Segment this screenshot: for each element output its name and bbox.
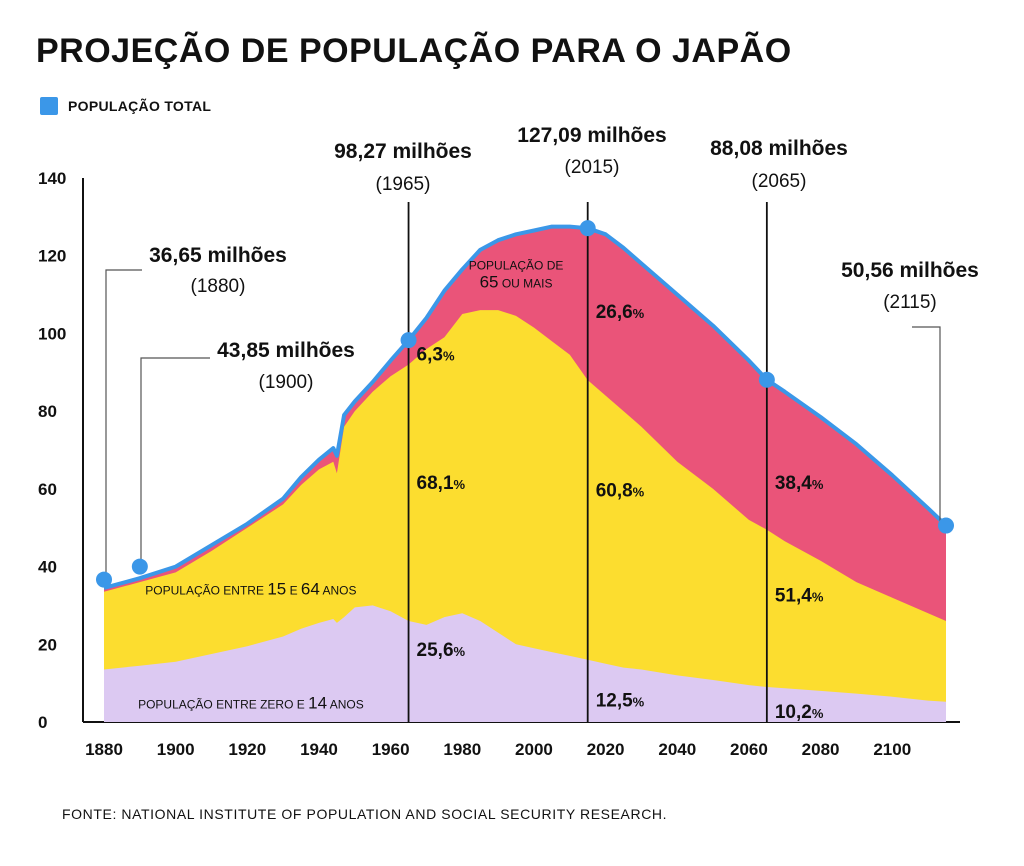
marker-year-label: (2015) <box>565 157 620 178</box>
chart-title: PROJEÇÃO DE POPULAÇÃO PARA O JAPÃO <box>36 32 792 70</box>
y-tick-label: 80 <box>38 402 57 421</box>
leader-line-1880 <box>105 269 142 573</box>
y-tick-label: 40 <box>38 558 57 577</box>
total-marker <box>400 332 417 349</box>
marker-value-label: 127,09 milhões <box>517 124 666 147</box>
working-area <box>104 310 946 722</box>
marker-value-label: 43,85 milhões <box>217 339 355 362</box>
marker-value-label: 98,27 milhões <box>334 140 472 163</box>
leader-line-2115 <box>912 326 941 523</box>
percent-label: 68,1% <box>417 473 466 494</box>
legend-label: POPULAÇÃO TOTAL <box>68 98 212 114</box>
legend: POPULAÇÃO TOTAL <box>40 97 211 115</box>
marker-value-label: 36,65 milhões <box>149 244 287 267</box>
marker-value-label: 50,56 milhões <box>841 259 979 282</box>
x-tick-label: 2020 <box>587 740 625 759</box>
x-tick-label: 1900 <box>157 740 195 759</box>
percent-label: 60,8% <box>596 481 645 502</box>
total-marker <box>579 220 596 237</box>
x-tick-label: 1880 <box>85 740 123 759</box>
x-tick-label: 1980 <box>443 740 481 759</box>
total-marker <box>758 371 775 388</box>
percent-label: 38,4% <box>775 473 824 494</box>
x-tick-label: 1920 <box>228 740 266 759</box>
x-tick-label: 2100 <box>873 740 911 759</box>
young-area <box>104 605 946 722</box>
x-tick-label: 2000 <box>515 740 553 759</box>
total-marker <box>96 571 112 588</box>
x-tick-label: 2080 <box>802 740 840 759</box>
x-tick-label: 1940 <box>300 740 338 759</box>
percent-label: 10,2% <box>775 702 824 723</box>
y-tick-label: 0 <box>38 713 47 732</box>
marker-year-label: (1900) <box>259 372 314 393</box>
x-tick-label: 1960 <box>372 740 410 759</box>
y-tick-label: 100 <box>38 324 66 343</box>
marker-year-label: (1965) <box>376 174 431 195</box>
y-tick-label: 140 <box>38 169 66 188</box>
y-tick-label: 120 <box>38 247 66 266</box>
x-tick-label: 2040 <box>658 740 696 759</box>
percent-label: 25,6% <box>417 640 466 661</box>
y-tick-label: 60 <box>38 480 57 499</box>
total-marker <box>938 517 954 534</box>
region-label: POPULAÇÃO DE <box>469 258 564 272</box>
percent-label: 26,6% <box>596 302 645 323</box>
marker-year-label: (2115) <box>883 292 937 313</box>
percent-label: 6,3% <box>417 345 455 366</box>
region-label: POPULAÇÃO ENTRE 15 E 64 ANOS <box>145 580 356 599</box>
region-label: 65 OU MAIS <box>480 273 553 292</box>
region-label: POPULAÇÃO ENTRE ZERO E 14 ANOS <box>138 693 364 712</box>
percent-label: 12,5% <box>596 690 645 711</box>
percent-label: 51,4% <box>775 586 824 607</box>
leader-line-1900 <box>140 357 210 566</box>
marker-year-label: (2065) <box>752 171 807 192</box>
x-tick-label: 2060 <box>730 740 768 759</box>
y-tick-label: 20 <box>38 635 57 654</box>
legend-swatch <box>40 97 58 115</box>
total-marker <box>131 558 148 575</box>
marker-year-label: (1880) <box>191 276 246 297</box>
marker-value-label: 88,08 milhões <box>710 137 848 160</box>
source-note: FONTE: NATIONAL INSTITUTE OF POPULATION … <box>62 806 668 822</box>
